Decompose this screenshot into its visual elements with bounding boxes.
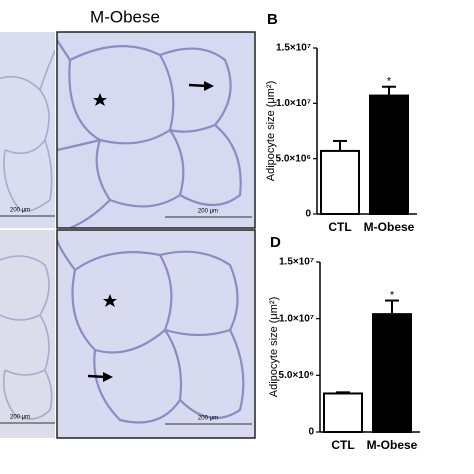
- histology-image: 200 μm: [57, 230, 255, 438]
- x-tick-label: M-Obese: [367, 438, 418, 452]
- histology-image: 200 μm: [0, 230, 55, 438]
- y-tick-label: 1.5×10⁷: [276, 43, 311, 54]
- y-tick-label: 0: [308, 427, 314, 438]
- bar: [320, 149, 360, 215]
- y-axis-label: Adipocyte size (μm²): [268, 297, 280, 397]
- x-tick-label: M-Obese: [364, 220, 415, 234]
- bar: [372, 313, 412, 433]
- bar: [323, 392, 363, 434]
- y-tick-label: 0: [305, 209, 311, 220]
- y-tick-label: 1.0×10⁷: [279, 313, 314, 324]
- panel-label: D: [270, 234, 281, 251]
- y-axis-label: Adipocyte size (μm²): [265, 81, 277, 181]
- y-tick-label: 1.0×10⁷: [276, 98, 311, 109]
- panel-label: B: [267, 11, 278, 28]
- y-tick-label: 1.5×10⁷: [279, 257, 314, 268]
- scale-bar-label: 200 μm: [198, 416, 218, 422]
- scale-bar-label: 200 μm: [10, 208, 30, 214]
- y-tick-label: 5.0×10⁶: [276, 153, 311, 164]
- x-tick-label: CTL: [328, 220, 351, 234]
- column-heading: M-Obese: [90, 7, 160, 26]
- y-tick-label: 5.0×10⁶: [279, 370, 314, 381]
- scale-bar-label: 200 μm: [10, 415, 30, 421]
- significance-mark: *: [387, 76, 392, 88]
- scale-bar-label: 200 μm: [198, 209, 218, 215]
- histology-image: 200 μm: [0, 32, 55, 228]
- histology-image: 200 μm: [57, 32, 255, 228]
- bar: [369, 94, 409, 215]
- significance-mark: *: [390, 289, 395, 301]
- x-tick-label: CTL: [331, 438, 354, 452]
